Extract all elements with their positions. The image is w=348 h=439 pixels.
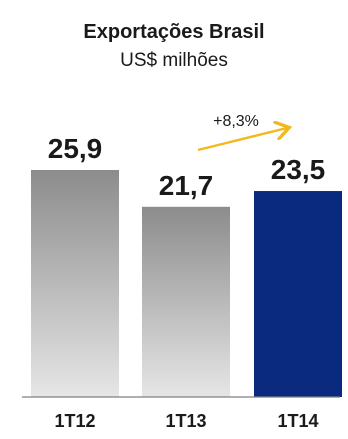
chart-subtitle: US$ milhões xyxy=(120,50,228,71)
bar-1t13 xyxy=(142,206,230,397)
bar-1t14 xyxy=(254,191,342,397)
bars-group xyxy=(31,170,342,397)
data-label-1t13: 21,7 xyxy=(159,170,214,201)
tick-label-1t13: 1T13 xyxy=(165,411,206,431)
growth-arrow xyxy=(197,128,287,152)
data-label-1t14: 23,5 xyxy=(271,154,326,185)
tick-label-1t12: 1T12 xyxy=(54,411,95,431)
data-labels-group: 25,9 21,7 23,5 xyxy=(48,133,326,201)
growth-annotation: +8,3% xyxy=(197,113,287,152)
growth-label: +8,3% xyxy=(213,113,259,130)
chart-title: Exportações Brasil xyxy=(83,21,264,43)
bar-1t12 xyxy=(31,170,119,397)
data-label-1t12: 25,9 xyxy=(48,133,103,164)
x-axis-ticks: 1T12 1T13 1T14 xyxy=(54,411,318,431)
tick-label-1t14: 1T14 xyxy=(277,411,318,431)
